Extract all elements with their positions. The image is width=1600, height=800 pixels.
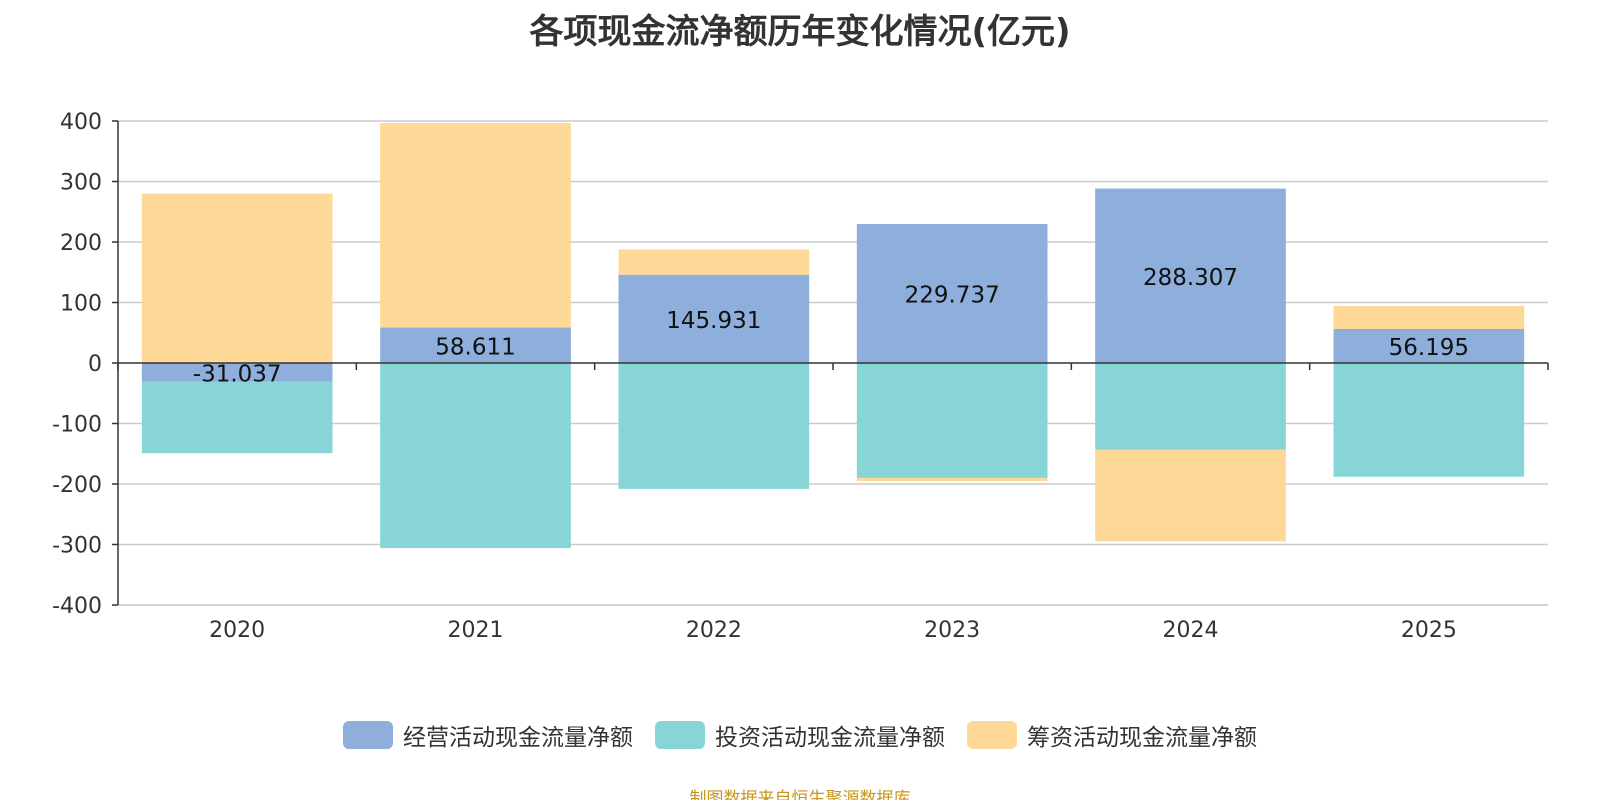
y-tick-label: 400 <box>60 110 102 135</box>
x-tick-label-2025: 2025 <box>1401 618 1457 643</box>
y-tick-label: 0 <box>88 352 102 377</box>
data-label-2022: 145.931 <box>666 308 761 334</box>
x-tick-label-2022: 2022 <box>686 618 742 643</box>
bar-2021-series-0 <box>380 327 571 363</box>
x-tick-label-2024: 2024 <box>1163 618 1219 643</box>
bar-2023-series-1 <box>856 363 1048 478</box>
data-label-2024: 288.307 <box>1143 265 1238 291</box>
legend: 经营活动现金流量净额 投资活动现金流量净额 筹资活动现金流量净额 <box>0 718 1600 752</box>
bar-2025-series-1 <box>1333 363 1525 477</box>
chart-title: 各项现金流净额历年变化情况(亿元) <box>529 12 1071 52</box>
bar-2020-series-2 <box>141 193 333 363</box>
y-tick-label: -100 <box>52 413 102 438</box>
legend-swatch-investing <box>655 721 705 749</box>
legend-item-investing[interactable]: 投资活动现金流量净额 <box>655 718 945 752</box>
x-tick-label-2021: 2021 <box>448 618 504 643</box>
bar-2020-series-0 <box>141 363 333 382</box>
y-tick-label: 300 <box>60 171 102 196</box>
bar-2025-series-2 <box>1333 306 1525 330</box>
y-tick-label: 200 <box>60 231 102 256</box>
data-label-2025: 56.195 <box>1389 335 1469 361</box>
legend-swatch-operating <box>343 721 393 749</box>
bar-2021-series-2 <box>380 123 571 328</box>
legend-label-operating: 经营活动现金流量净额 <box>403 725 633 751</box>
bar-2024-series-0 <box>1095 188 1286 363</box>
source-note: 制图数据来自恒生聚源数据库 <box>689 789 911 800</box>
legend-item-operating[interactable]: 经营活动现金流量净额 <box>343 718 633 752</box>
x-tick-label-2023: 2023 <box>924 618 980 643</box>
bar-2022-series-1 <box>618 363 810 489</box>
bar-2024-series-2 <box>1095 449 1286 542</box>
x-tick-label-2020: 2020 <box>209 618 265 643</box>
y-tick-label: -400 <box>52 594 102 619</box>
legend-label-financing: 筹资活动现金流量净额 <box>1027 725 1257 751</box>
legend-swatch-financing <box>967 721 1017 749</box>
bar-2024-series-1 <box>1095 363 1286 450</box>
data-label-2021: 58.611 <box>435 334 515 360</box>
bar-2022-series-2 <box>618 249 810 275</box>
bar-2025-series-0 <box>1333 329 1525 363</box>
data-label-2020: -31.037 <box>193 361 282 387</box>
bar-2023-series-2 <box>856 477 1048 481</box>
y-tick-label: -300 <box>52 534 102 559</box>
legend-label-investing: 投资活动现金流量净额 <box>715 725 945 751</box>
bar-2022-series-0 <box>618 274 810 363</box>
bar-2021-series-1 <box>380 363 571 549</box>
bar-2023-series-0 <box>856 224 1048 363</box>
y-tick-label: -200 <box>52 473 102 498</box>
y-tick-label: 100 <box>60 292 102 317</box>
legend-item-financing[interactable]: 筹资活动现金流量净额 <box>967 718 1257 752</box>
bar-2020-series-1 <box>141 381 333 454</box>
data-label-2023: 229.737 <box>905 283 1000 309</box>
